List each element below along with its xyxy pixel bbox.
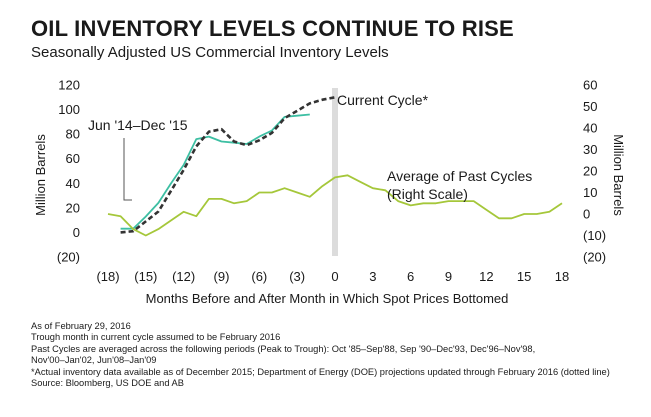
left-tick-label: (20) — [57, 250, 80, 265]
right-tick-label: 0 — [583, 207, 590, 222]
annotation-jun14-dec15: Jun '14–Dec '15 — [88, 117, 188, 133]
left-tick-label: 80 — [66, 127, 80, 142]
x-axis-ticks: (18) (15) (12) (9) (6) (3) 0 3 6 9 12 15 18 — [96, 269, 569, 284]
footnote-actual-data: *Actual inventory data available as of D… — [31, 366, 610, 377]
x-tick-label: (3) — [289, 269, 305, 284]
left-axis-title: Million Barrels — [33, 134, 48, 216]
trough-marker-band — [332, 88, 338, 256]
x-tick-label: 12 — [479, 269, 493, 284]
right-tick-label: 30 — [583, 142, 597, 157]
right-axis-title: Million Barrels — [611, 134, 626, 216]
annotation-leader-line — [123, 138, 132, 201]
annotation-right-scale: (Right Scale) — [387, 186, 468, 202]
series-layer — [107, 96, 563, 237]
x-tick-label: 3 — [369, 269, 376, 284]
right-tick-label: (10) — [583, 228, 606, 243]
right-tick-label: 60 — [583, 78, 597, 93]
footnote-cycles-cont: Nov'00–Jan'02, Jun'08–Jan'09 — [31, 355, 157, 366]
left-tick-label: 40 — [66, 176, 80, 191]
x-tick-label: 6 — [407, 269, 414, 284]
footnote-cycles: Past Cycles are averaged across the foll… — [31, 343, 536, 354]
x-tick-label: (6) — [251, 269, 267, 284]
series-line-1 — [120, 96, 336, 234]
x-tick-label: (18) — [96, 269, 119, 284]
right-tick-label: 50 — [583, 99, 597, 114]
left-tick-label: 120 — [58, 78, 80, 93]
x-tick-label: 15 — [517, 269, 531, 284]
annotation-current-cycle: Current Cycle* — [337, 92, 429, 108]
right-tick-label: 10 — [583, 185, 597, 200]
left-tick-label: 60 — [66, 151, 80, 166]
right-tick-label: 20 — [583, 164, 597, 179]
x-tick-label: (15) — [134, 269, 157, 284]
chart-subtitle: Seasonally Adjusted US Commercial Invent… — [31, 44, 389, 61]
footnote-source: Source: Bloomberg, US DOE and AB — [31, 378, 184, 389]
left-tick-label: 100 — [58, 102, 80, 117]
x-tick-label: (12) — [172, 269, 195, 284]
x-tick-label: 0 — [331, 269, 338, 284]
chart-title: OIL INVENTORY LEVELS CONTINUE TO RISE — [31, 16, 514, 41]
right-tick-label: 40 — [583, 121, 597, 136]
right-axis-ticks: (20) (10) 0 10 20 30 40 50 60 — [583, 78, 606, 265]
series-line-2 — [107, 174, 563, 237]
x-axis-title: Months Before and After Month in Which S… — [146, 291, 509, 306]
footnotes: As of February 29, 2016 Trough month in … — [31, 321, 631, 389]
x-tick-label: 18 — [555, 269, 569, 284]
x-tick-label: 9 — [445, 269, 452, 284]
series-line-0 — [120, 113, 310, 230]
left-tick-label: 20 — [66, 200, 80, 215]
left-axis-ticks: (20) 0 20 40 60 80 100 120 — [57, 78, 80, 265]
left-tick-label: 0 — [73, 225, 80, 240]
footnote-trough: Trough month in current cycle assumed to… — [31, 332, 281, 343]
annotation-average-past-cycles: Average of Past Cycles — [387, 168, 532, 184]
right-tick-label: (20) — [583, 250, 606, 265]
footnote-date: As of February 29, 2016 — [31, 321, 131, 331]
x-tick-label: (9) — [214, 269, 230, 284]
